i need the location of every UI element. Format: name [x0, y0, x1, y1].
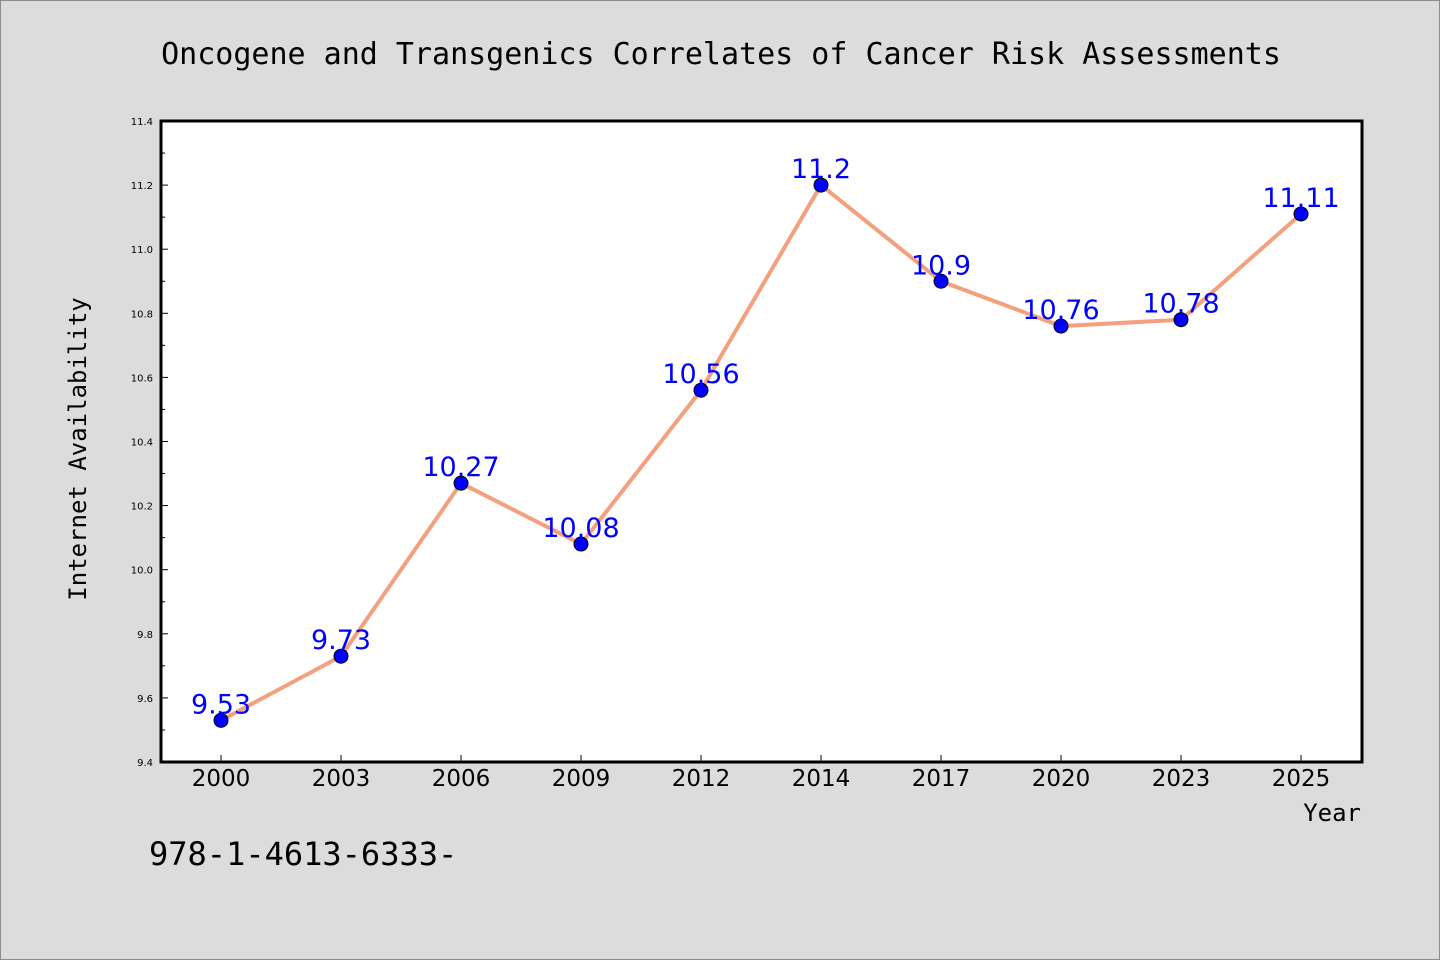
data-label: 10.08 — [542, 513, 619, 544]
data-point — [933, 273, 949, 289]
x-tick-label: 2012 — [672, 766, 731, 792]
data-label: 9.73 — [311, 625, 371, 656]
x-tick-label: 2025 — [1272, 766, 1331, 792]
y-tick-label: 9.4 — [137, 758, 153, 769]
y-tick-label: 11.0 — [131, 245, 153, 256]
x-axis-label: Year — [1303, 799, 1361, 827]
series-line — [219, 183, 1303, 723]
footer-code: 978-1-4613-6333- — [149, 835, 457, 873]
x-tick-label: 2020 — [1032, 766, 1091, 792]
data-point — [1293, 206, 1309, 222]
y-tick-label: 10.4 — [131, 438, 153, 449]
data-label: 10.27 — [422, 452, 499, 483]
x-tick-label: 2000 — [192, 766, 251, 792]
data-point — [573, 536, 589, 552]
data-point — [333, 648, 349, 664]
y-tick-label: 10.2 — [131, 502, 153, 513]
data-point — [1173, 312, 1189, 328]
y-axis-label: Internet Availability — [64, 297, 92, 600]
data-point — [453, 475, 469, 491]
y-tick-label: 9.6 — [137, 694, 153, 705]
plot-frame — [159, 119, 1364, 764]
x-tick-label: 2006 — [432, 766, 491, 792]
y-tick-label: 9.8 — [137, 630, 153, 641]
data-label: 11.11 — [1262, 183, 1339, 214]
x-tick-label: 2009 — [552, 766, 611, 792]
y-tick-label: 11.2 — [131, 181, 153, 192]
data-point — [213, 712, 229, 728]
data-point — [693, 382, 709, 398]
chart-title: Oncogene and Transgenics Correlates of C… — [161, 37, 1281, 72]
data-label: 10.56 — [662, 359, 739, 390]
data-label: 10.78 — [1142, 289, 1219, 320]
data-label: 10.76 — [1022, 295, 1099, 326]
x-axis: 2000 2003 2006 2009 2012 2014 2017 2020 2023 2025 — [192, 755, 1331, 792]
data-point — [813, 177, 829, 193]
data-point — [1053, 318, 1069, 334]
data-label: 11.2 — [791, 154, 851, 185]
x-tick-label: 2017 — [912, 766, 971, 792]
x-tick-label: 2023 — [1152, 766, 1211, 792]
y-tick-label: 11.4 — [131, 117, 153, 128]
data-label: 10.9 — [911, 250, 971, 281]
y-tick-label: 10.8 — [131, 309, 153, 320]
x-tick-label: 2014 — [792, 766, 851, 792]
data-label: 9.53 — [191, 689, 251, 720]
plot-area — [161, 121, 1362, 762]
data-series: 9.53 9.73 10.27 10.08 10.56 11.2 10.9 10.76 10.7… — [191, 154, 1340, 728]
x-tick-label: 2003 — [312, 766, 371, 792]
y-tick-label: 10.0 — [131, 566, 153, 577]
y-axis: 9.4 9.6 9.8 10.0 10.2 10.4 10.6 10.8 11.0 11.2 11.… — [131, 117, 168, 769]
y-tick-label: 10.6 — [131, 373, 153, 384]
